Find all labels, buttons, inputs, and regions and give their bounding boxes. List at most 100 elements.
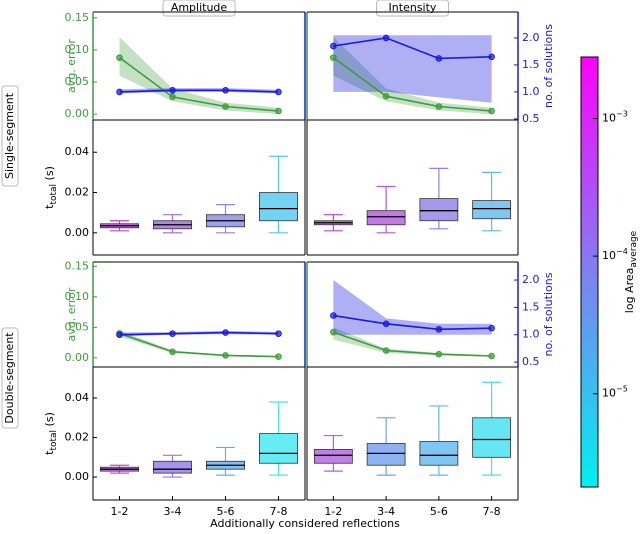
point bbox=[116, 54, 123, 61]
y-tick-label: 0.15 bbox=[65, 259, 90, 272]
line bbox=[119, 331, 279, 336]
y-tick-label: 0.10 bbox=[65, 290, 90, 303]
point bbox=[275, 330, 282, 337]
line bbox=[333, 331, 492, 357]
colorbar-label-sub: average bbox=[629, 230, 639, 267]
row-label: Single-segment bbox=[3, 92, 16, 179]
y-axis-label-sub: total bbox=[49, 430, 59, 451]
y2-tick-label: 2.0 bbox=[522, 273, 540, 286]
box bbox=[153, 460, 192, 474]
box bbox=[313, 449, 353, 464]
point bbox=[330, 328, 337, 336]
panel: 0.5 1.0 1.5 2.0 no. of solutions bbox=[306, 261, 555, 368]
row-label-box bbox=[1, 85, 19, 187]
panel: 0.00 0.02 0.04 1-2 3-4 5-6 7-8 ttotal (s) bbox=[43, 366, 306, 518]
point bbox=[435, 103, 443, 110]
x-tick-label: 1-2 bbox=[111, 505, 129, 518]
point bbox=[330, 54, 337, 61]
colorbar-tick-label: 10−5 bbox=[602, 384, 628, 400]
point bbox=[169, 87, 176, 94]
point bbox=[169, 93, 176, 101]
box bbox=[366, 443, 406, 466]
column-title: Amplitude bbox=[171, 1, 228, 14]
point bbox=[435, 325, 443, 333]
y2-tick-label: 0.5 bbox=[522, 355, 540, 368]
point bbox=[169, 330, 176, 337]
y-tick-label: 0.00 bbox=[65, 470, 90, 483]
point bbox=[275, 88, 282, 96]
y-tick-label: 0.05 bbox=[65, 75, 90, 88]
row-label-box bbox=[1, 327, 19, 429]
band bbox=[119, 37, 279, 115]
point bbox=[275, 353, 282, 360]
line bbox=[333, 37, 492, 60]
column-title: Intensity bbox=[389, 1, 437, 14]
point bbox=[488, 324, 495, 332]
band bbox=[333, 327, 492, 357]
panel: 0.00 0.02 0.04 ttotal (s) bbox=[43, 119, 306, 256]
y-tick-label: 0.00 bbox=[65, 351, 90, 364]
point bbox=[382, 34, 390, 42]
band bbox=[333, 35, 492, 103]
y2-axis-label: no. of solutions bbox=[542, 272, 555, 356]
y2-axis-label: no. of solutions bbox=[542, 24, 555, 108]
box bbox=[419, 198, 459, 222]
y-axis-label-text: t bbox=[43, 450, 56, 455]
panel: 0.00 0.05 0.10 0.15 avg. error bbox=[65, 11, 306, 121]
panel bbox=[306, 119, 519, 256]
point bbox=[169, 348, 176, 356]
x-tick-label: 3-4 bbox=[164, 505, 182, 518]
point bbox=[222, 329, 229, 336]
y-tick-label: 0.15 bbox=[65, 11, 90, 24]
line bbox=[119, 56, 279, 112]
point bbox=[330, 312, 337, 319]
y-tick-label: 0.00 bbox=[65, 107, 90, 120]
x-tick-label: 7-8 bbox=[270, 505, 288, 518]
y-tick-label: 0.02 bbox=[65, 186, 90, 199]
row-label: Double-segment bbox=[3, 332, 16, 424]
point bbox=[330, 42, 337, 50]
line bbox=[332, 56, 492, 112]
y-axis-label: ttotal (s) bbox=[43, 412, 59, 455]
y2-tick-label: 1.5 bbox=[522, 58, 540, 71]
y2-tick-label: 1.5 bbox=[522, 300, 540, 313]
point bbox=[222, 103, 229, 110]
line bbox=[119, 89, 279, 93]
y-tick-label: 0.05 bbox=[65, 320, 90, 333]
y2-tick-label: 2.0 bbox=[522, 31, 540, 44]
point bbox=[435, 350, 443, 358]
y-axis-label-text: avg. error bbox=[65, 39, 78, 93]
y-axis-label-sub: total bbox=[49, 184, 59, 205]
y-axis-label: ttotal (s) bbox=[43, 166, 59, 209]
y-axis-label-unit: (s) bbox=[43, 412, 56, 430]
x-tick-label: 7-8 bbox=[483, 505, 501, 518]
box bbox=[472, 200, 512, 220]
point bbox=[488, 53, 495, 61]
y-tick-label: 0.04 bbox=[65, 391, 90, 404]
box bbox=[366, 210, 406, 226]
box bbox=[259, 192, 298, 222]
point bbox=[488, 107, 495, 115]
y-tick-label: 0.00 bbox=[65, 226, 90, 239]
line bbox=[333, 314, 492, 331]
y-axis-label: avg. error bbox=[65, 39, 78, 93]
line bbox=[119, 332, 279, 358]
y-tick-label: 0.02 bbox=[65, 431, 90, 444]
x-tick-label: 5-6 bbox=[430, 505, 448, 518]
y-axis-label-text: t bbox=[43, 204, 56, 209]
x-tick-label: 5-6 bbox=[217, 505, 235, 518]
colorbar bbox=[580, 56, 599, 488]
point bbox=[222, 87, 229, 94]
point bbox=[382, 320, 390, 328]
panel: 1-2 3-4 5-6 7-8 bbox=[306, 366, 519, 518]
box bbox=[472, 417, 512, 458]
x-axis-label: Additionally considered reflections bbox=[210, 517, 400, 530]
x-tick-label: 1-2 bbox=[324, 505, 342, 518]
y2-tick-label: 1.0 bbox=[522, 85, 540, 98]
panel: 0.00 0.05 0.10 0.15 avg. error bbox=[65, 259, 306, 368]
y-axis-label: avg. error bbox=[65, 287, 78, 341]
y2-tick-label: 1.0 bbox=[522, 328, 540, 341]
y2-tick-label: 0.5 bbox=[522, 112, 540, 125]
